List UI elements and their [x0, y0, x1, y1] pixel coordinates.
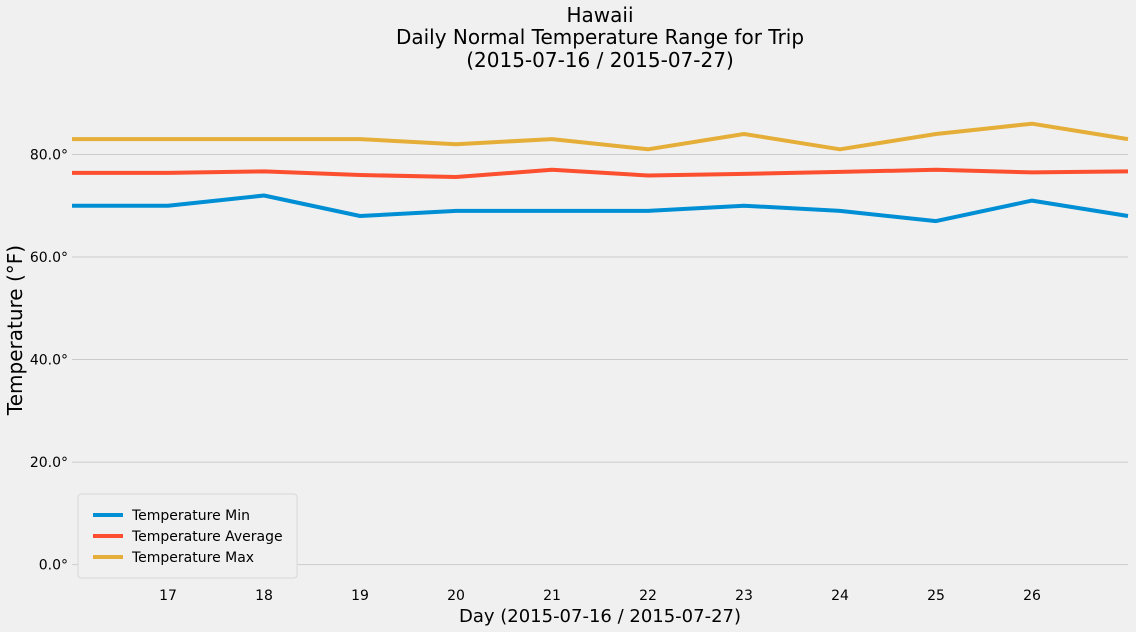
legend-label: Temperature Average	[131, 529, 283, 545]
tick-labels: 0.0° 20.0° 40.0° 60.0° 80.0° 17 18 19 20 21 22 23 24…	[30, 147, 1041, 604]
x-tick-label: 23	[735, 588, 753, 604]
y-tick-label: 20.0°	[30, 455, 68, 471]
legend: Temperature Min Temperature Average Temper…	[77, 493, 298, 579]
x-tick-label: 26	[1023, 588, 1041, 604]
legend-box	[77, 493, 298, 579]
y-tick-label: 40.0°	[30, 353, 68, 369]
x-tick-label: 17	[159, 588, 177, 604]
series-line-temperature-max	[72, 121, 1129, 152]
plot-lines	[72, 121, 1129, 224]
chart-title-line-2: Daily Normal Temperature Range for Trip	[396, 25, 804, 49]
y-tick-label: 80.0°	[30, 147, 68, 163]
series-line-temperature-average	[72, 167, 1129, 179]
x-tick-label: 20	[447, 588, 465, 604]
y-tick-label: 0.0°	[39, 558, 68, 574]
y-axis-label: Temperature (°F)	[3, 245, 27, 416]
x-tick-label: 21	[543, 588, 561, 604]
x-axis-label: Day (2015-07-16 / 2015-07-27)	[459, 606, 741, 627]
x-tick-label: 24	[831, 588, 849, 604]
chart-title-line-3: (2015-07-16 / 2015-07-27)	[466, 48, 734, 72]
series-line-temperature-min	[72, 193, 1129, 224]
legend-label: Temperature Min	[131, 508, 250, 524]
legend-label: Temperature Max	[131, 550, 254, 566]
y-tick-label: 60.0°	[30, 250, 68, 266]
chart-title-line-1: Hawaii	[566, 3, 633, 27]
x-tick-label: 19	[351, 588, 369, 604]
x-tick-label: 22	[639, 588, 657, 604]
x-tick-label: 25	[927, 588, 945, 604]
x-tick-label: 18	[255, 588, 273, 604]
